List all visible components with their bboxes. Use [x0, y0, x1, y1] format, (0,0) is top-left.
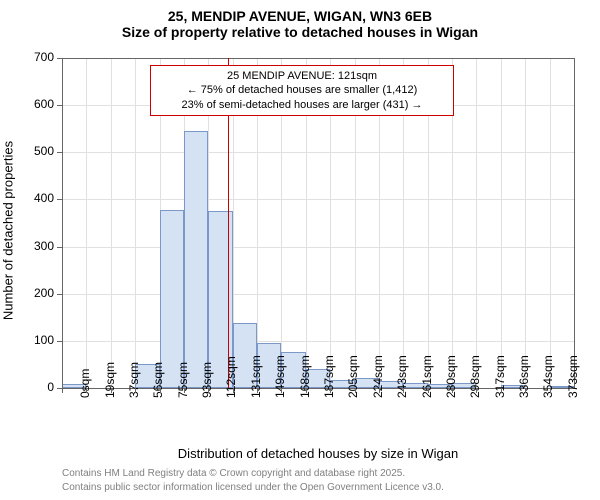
x-tick-mark — [452, 388, 453, 393]
x-tick-mark — [86, 388, 87, 393]
x-tick-label: 336sqm — [517, 355, 531, 398]
y-tick-label: 200 — [22, 286, 54, 300]
grid-line-v — [525, 58, 526, 388]
x-tick-label: 373sqm — [566, 355, 580, 398]
x-tick-label: 224sqm — [371, 355, 385, 398]
chart-title-sub: Size of property relative to detached ho… — [0, 24, 600, 46]
y-tick-label: 500 — [22, 144, 54, 158]
grid-line-h — [62, 152, 574, 153]
x-tick-label: 243sqm — [395, 355, 409, 398]
x-tick-mark — [281, 388, 282, 393]
y-tick-label: 0 — [22, 380, 54, 394]
x-tick-mark — [379, 388, 380, 393]
grid-line-h — [62, 341, 574, 342]
x-axis-label: Distribution of detached houses by size … — [62, 446, 574, 461]
y-tick-label: 300 — [22, 239, 54, 253]
y-tick-mark — [57, 294, 62, 295]
grid-line-v — [476, 58, 477, 388]
x-tick-mark — [208, 388, 209, 393]
x-tick-mark — [184, 388, 185, 393]
chart-title-main: 25, MENDIP AVENUE, WIGAN, WN3 6EB — [0, 0, 600, 24]
x-tick-label: 0sqm — [78, 369, 92, 398]
x-tick-mark — [476, 388, 477, 393]
axis-line — [62, 58, 63, 388]
x-tick-mark — [160, 388, 161, 393]
x-tick-label: 354sqm — [541, 355, 555, 398]
y-tick-mark — [57, 247, 62, 248]
footer-line1: Contains HM Land Registry data © Crown c… — [62, 468, 405, 479]
x-tick-label: 280sqm — [444, 355, 458, 398]
annotation-line2: ← 75% of detached houses are smaller (1,… — [157, 83, 447, 97]
annotation-line1: 25 MENDIP AVENUE: 121sqm — [157, 69, 447, 83]
histogram-bar — [184, 131, 208, 388]
x-tick-mark — [135, 388, 136, 393]
x-tick-label: 298sqm — [468, 355, 482, 398]
grid-line-v — [135, 58, 136, 388]
x-tick-mark — [62, 388, 63, 393]
axis-line — [574, 58, 575, 388]
grid-line-h — [62, 247, 574, 248]
x-tick-mark — [525, 388, 526, 393]
x-tick-mark — [355, 388, 356, 393]
annotation-line3: 23% of semi-detached houses are larger (… — [157, 98, 447, 112]
y-tick-mark — [57, 152, 62, 153]
y-tick-label: 600 — [22, 97, 54, 111]
x-tick-label: 112sqm — [224, 356, 238, 398]
grid-line-h — [62, 294, 574, 295]
x-tick-label: 75sqm — [176, 362, 190, 398]
x-tick-label: 56sqm — [151, 362, 165, 398]
x-tick-label: 149sqm — [273, 355, 287, 398]
x-tick-label: 205sqm — [346, 355, 360, 398]
y-tick-mark — [57, 58, 62, 59]
x-tick-label: 131sqm — [249, 355, 263, 398]
y-axis-label: Number of detached properties — [1, 131, 16, 331]
x-tick-label: 317sqm — [493, 355, 507, 398]
x-tick-mark — [550, 388, 551, 393]
x-tick-mark — [257, 388, 258, 393]
grid-line-v — [86, 58, 87, 388]
x-tick-mark — [428, 388, 429, 393]
x-tick-mark — [233, 388, 234, 393]
x-tick-mark — [403, 388, 404, 393]
x-tick-label: 93sqm — [200, 362, 214, 398]
axis-line — [62, 58, 574, 59]
x-tick-mark — [111, 388, 112, 393]
x-tick-mark — [330, 388, 331, 393]
x-tick-label: 261sqm — [420, 355, 434, 398]
grid-line-h — [62, 199, 574, 200]
grid-line-v — [550, 58, 551, 388]
x-tick-mark — [501, 388, 502, 393]
grid-line-v — [111, 58, 112, 388]
y-tick-mark — [57, 199, 62, 200]
x-tick-label: 19sqm — [103, 362, 117, 398]
chart-container: 25, MENDIP AVENUE, WIGAN, WN3 6EB Size o… — [0, 0, 600, 500]
y-tick-label: 100 — [22, 333, 54, 347]
x-tick-label: 168sqm — [298, 355, 312, 398]
x-tick-label: 37sqm — [127, 362, 141, 398]
y-tick-label: 400 — [22, 191, 54, 205]
annotation-box: 25 MENDIP AVENUE: 121sqm ← 75% of detach… — [150, 65, 454, 116]
y-tick-mark — [57, 105, 62, 106]
x-tick-label: 187sqm — [322, 355, 336, 398]
grid-line-v — [501, 58, 502, 388]
x-tick-mark — [306, 388, 307, 393]
y-tick-mark — [57, 341, 62, 342]
footer-line2: Contains public sector information licen… — [62, 482, 444, 493]
y-tick-label: 700 — [22, 50, 54, 64]
